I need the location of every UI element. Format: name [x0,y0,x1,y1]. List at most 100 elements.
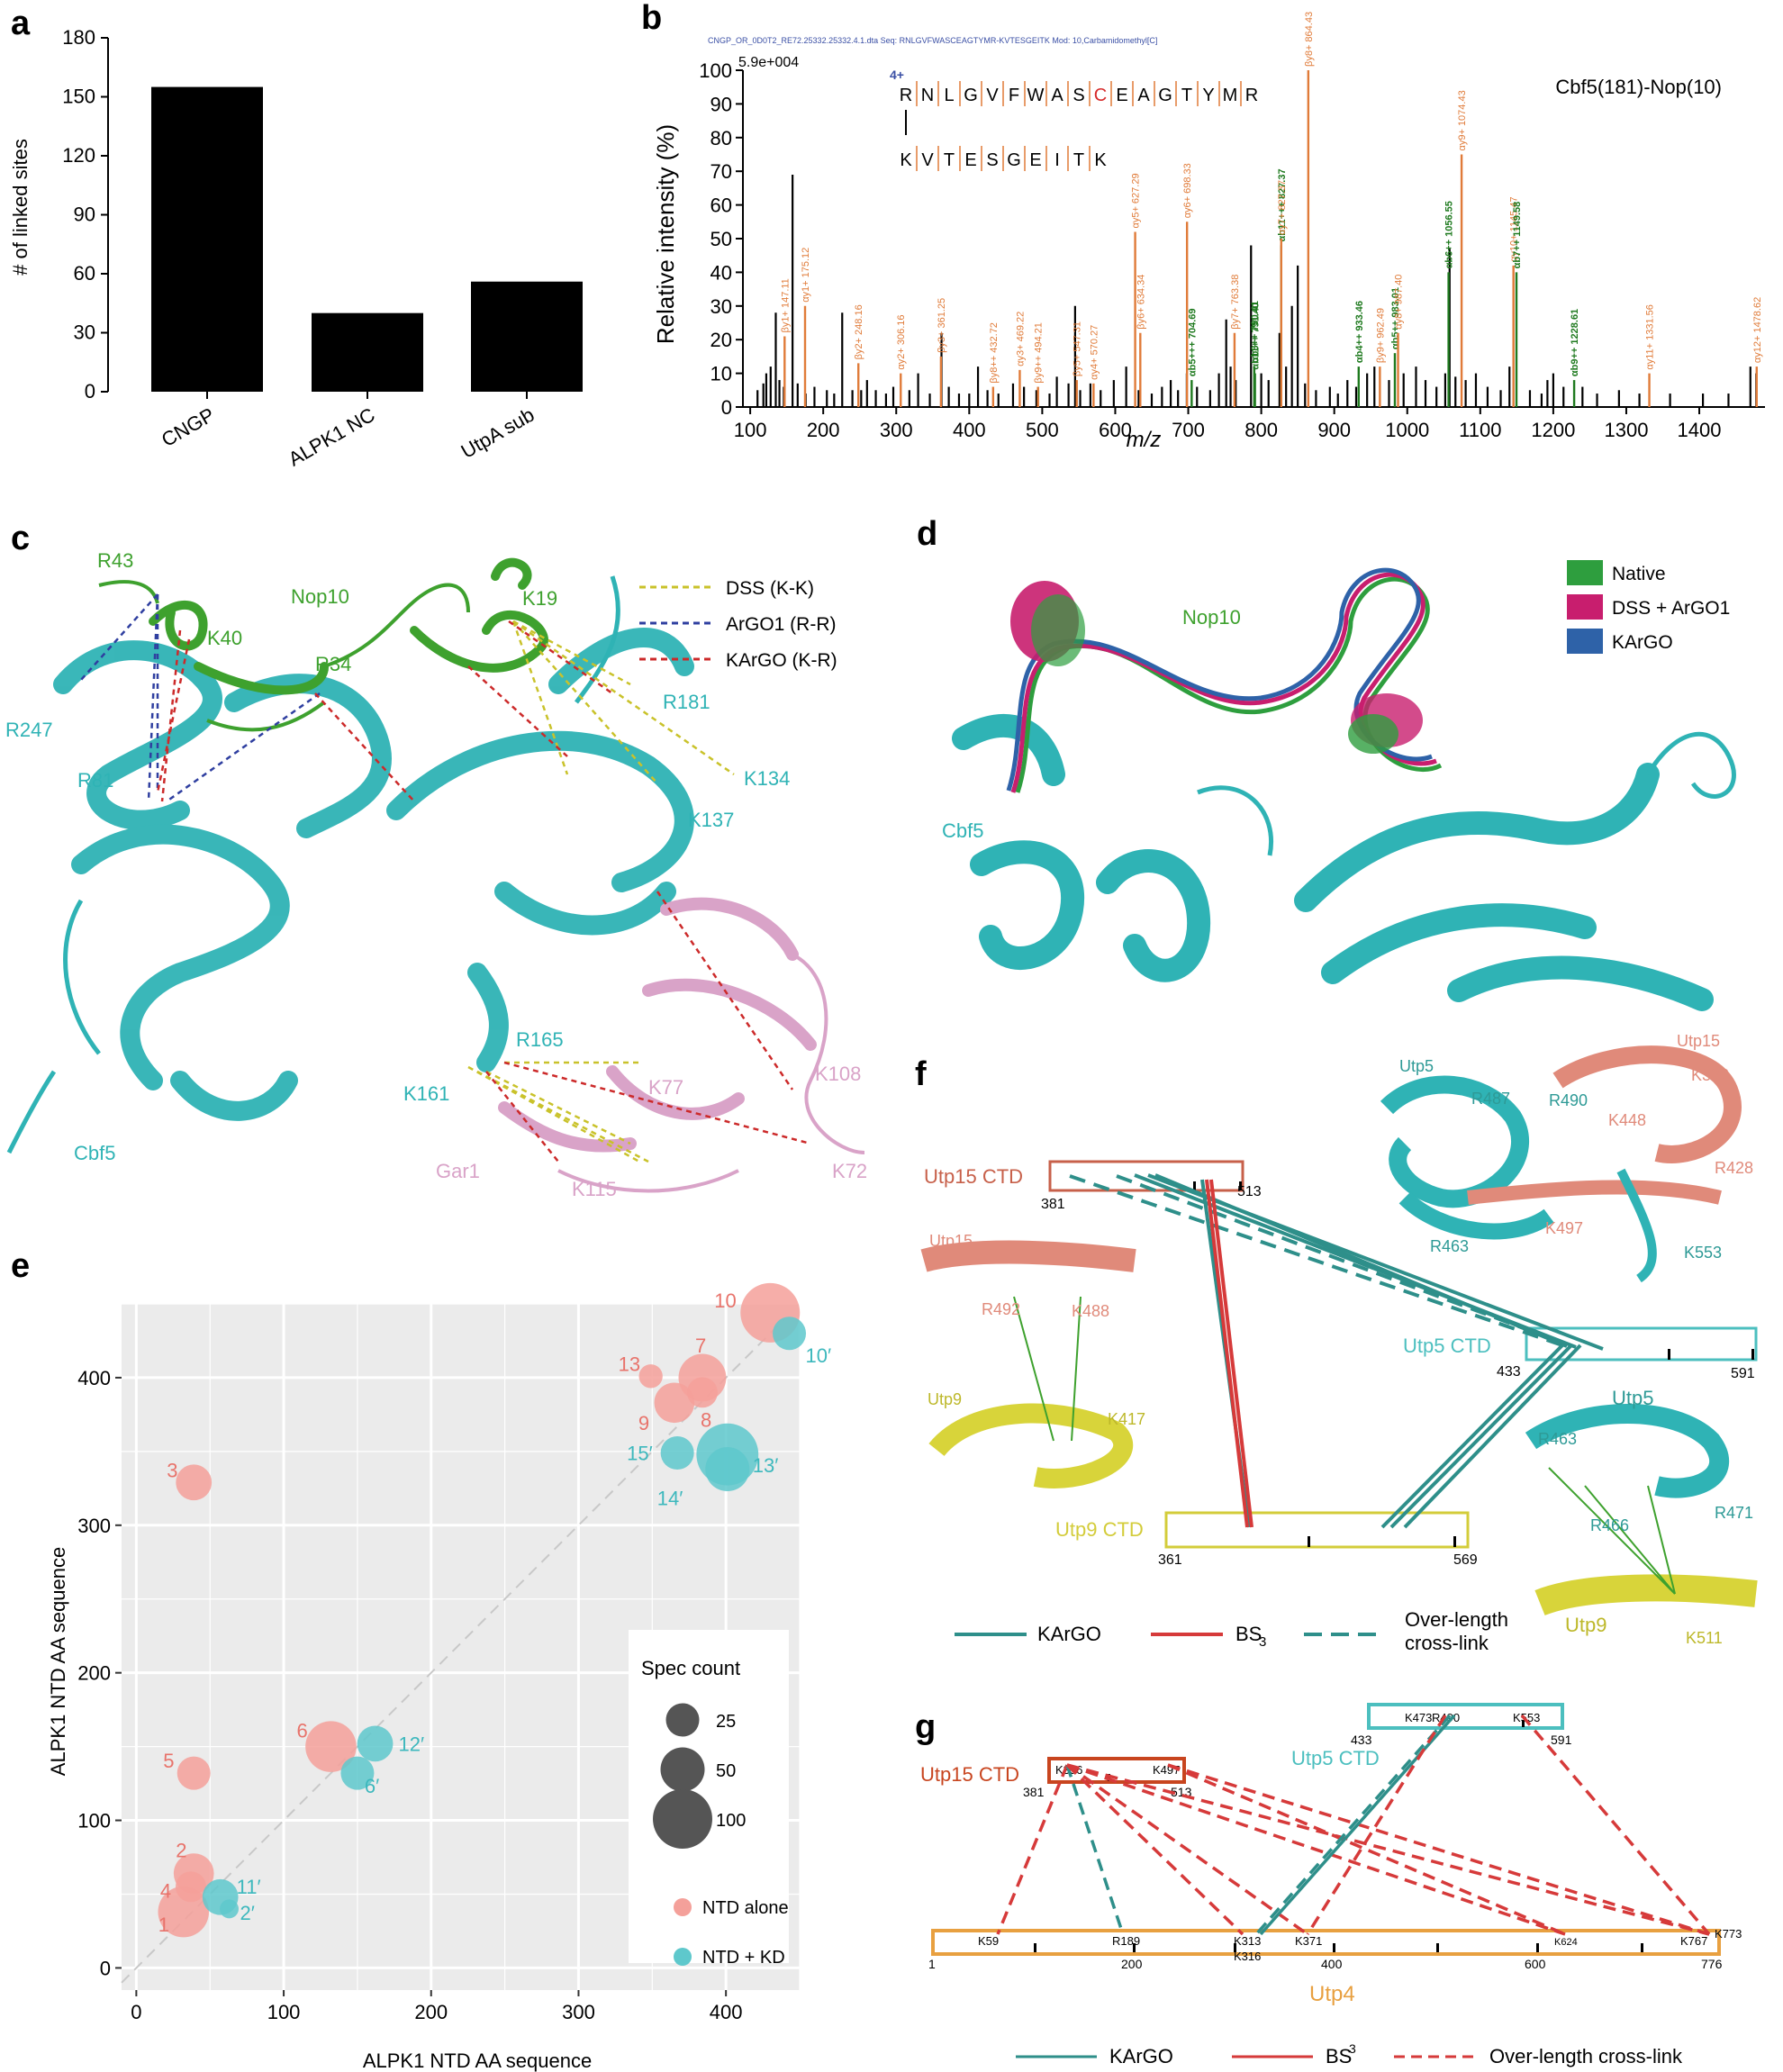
b-x-tick-label: 800 [1244,419,1278,441]
b-x-tick-label: 400 [953,419,986,441]
b-seq-alpha-residue: C [1094,86,1107,105]
b-x-tick-label: 300 [880,419,913,441]
e-point-label: 10′ [806,1344,832,1367]
a-y-tick-label: 90 [74,204,95,226]
label-r247: R247 [5,719,53,741]
e-x-axis-label: ALPK1 NTD AA sequence [363,2049,592,2072]
label-k115: K115 [572,1178,617,1200]
label-k19: K19 [522,587,557,610]
f-s1-utp5: Utp5 [1399,1057,1434,1075]
bar-chart-linked-sites: # of linked sites 0 30 60 90 120 150 180 CNGP AL… [9,26,583,471]
c-legend-label: ArGO1 (R-R) [726,614,837,635]
b-seq-alpha-residue: A [1051,86,1063,105]
b-seq-beta-residue: K [900,150,912,170]
b-seq-beta-residue: I [1054,150,1060,170]
b-scale-label: 5.9e+004 [738,55,799,70]
e-size-legend-bubble [660,1747,705,1792]
b-peak-label: βy3+ 361.25 [937,298,947,353]
g-links [996,1714,1711,1936]
cbf5-ribbon [53,628,694,1121]
mass-spectrum: CNGP_OR_0D0T2_RE72.25332.25332.4.1.dta S… [652,12,1765,452]
b-peak-label: βy1+ 147.11 [780,278,791,332]
f-utp5-end: 591 [1731,1366,1755,1381]
g-utp4-tick-400: 400 [1321,1957,1343,1971]
label-k108: K108 [815,1063,861,1085]
f-s3-r466: R466 [1590,1516,1629,1534]
b-seq-beta-residue: T [944,150,955,170]
b-peak-label: αb11+++ 827.37 [1277,168,1288,241]
b-peak-label: αy6+ 698.33 [1182,163,1193,218]
label-r34: R34 [315,653,351,675]
b-peak-label: βy8++ 432.72 [989,322,1000,384]
g-site-k473: K473 [1405,1711,1432,1724]
b-x-tick-label: 1000 [1385,419,1429,441]
b-x-axis-label: m/z [1127,428,1162,452]
e-size-legend-label: 50 [716,1761,736,1781]
b-peak-label: βy5+ 547.31 [1073,321,1083,376]
f-legend-over-2: cross-link [1405,1632,1489,1654]
b-charge-label: 4+ [890,68,904,82]
f-utp5-start: 433 [1497,1364,1521,1380]
panel-letter-e: e [11,1247,30,1285]
b-seq-alpha-residue: G [964,86,978,105]
nop10-ribbon [149,557,548,695]
structure-cbf5-nop10-gar1: DSS (K-K) ArGO1 (R-R) KArGO (K-R) Nop10 R4… [5,549,867,1200]
e-bubble [202,1878,239,1915]
f-utp15-label: Utp15 CTD [924,1165,1023,1188]
a-bar [312,312,423,392]
crosslink-lines [80,593,811,1163]
e-bubble [686,1377,718,1408]
b-seq-alpha-residue: T [1181,86,1192,105]
f-utp5-label: Utp5 CTD [1403,1335,1491,1357]
g-legend-kargo: KArGO [1109,2045,1173,2067]
b-seq-alpha-residue: V [986,86,999,105]
f-legend-bs: BS [1235,1623,1262,1645]
g-utp4-start: 1 [928,1957,936,1971]
b-seq-beta-residue: E [964,150,976,170]
g-box-utp5 [1367,1703,1564,1730]
cbf5-coil [6,575,620,1154]
b-peak-label: βy8+ 864.43 [1304,12,1315,67]
e-bubble [176,1756,211,1790]
e-diagonal [121,1317,786,1984]
panel-letter-a: a [11,5,31,42]
panel-letter-d: d [917,515,937,553]
f-s1-r490: R490 [1549,1091,1588,1109]
b-seq-alpha-residue: G [1158,86,1172,105]
b-peak-label: αy4+ 570.27 [1089,325,1100,380]
e-bubble [175,1871,206,1903]
g-legend-over: Over-length cross-link [1489,2045,1683,2067]
f-s3-r463: R463 [1538,1430,1577,1448]
f-legend-bs-sub: 3 [1259,1634,1266,1650]
label-k137: K137 [688,809,734,831]
b-seq-alpha-residue: S [1073,86,1084,105]
g-legend-bs-sup: 3 [1349,2041,1356,2056]
b-peak-label: βy6+ 634.34 [1136,275,1146,330]
structure-overlay: Nop10 Cbf5 Native DSS + ArGO1 KArGO [942,560,1736,1011]
e-point-label: 1 [158,1914,169,1936]
e-bubble [654,1382,695,1424]
d-legend-label: KArGO [1612,632,1673,653]
g-utp4-tick-200: 200 [1121,1957,1143,1971]
a-y-tick-label: 150 [62,86,95,108]
f-links [1069,1173,1604,1529]
g-site-k59: K59 [978,1934,999,1948]
b-peak-label: βy2+ 248.16 [854,304,864,359]
e-bubble [357,1725,394,1762]
e-y-tick-label: 100 [77,1810,111,1832]
e-point-label: 4 [160,1879,171,1902]
b-seq-alpha-residue: L [944,86,954,105]
b-x-tick-label: 1100 [1459,419,1501,441]
e-y-tick-label: 400 [77,1367,111,1389]
g-site-k316: K316 [1234,1950,1261,1963]
b-x-tick-label: 100 [734,419,767,441]
g-utp5-start: 433 [1351,1733,1372,1747]
e-bubble [773,1316,807,1351]
e-size-legend-label: 25 [716,1712,736,1732]
d-legend-swatch [1567,560,1603,585]
f-s2-r492: R492 [982,1300,1020,1318]
g-site-k553: K553 [1513,1711,1540,1724]
e-y-tick-label: 200 [77,1662,111,1685]
f-box-utp9 [1164,1511,1470,1549]
